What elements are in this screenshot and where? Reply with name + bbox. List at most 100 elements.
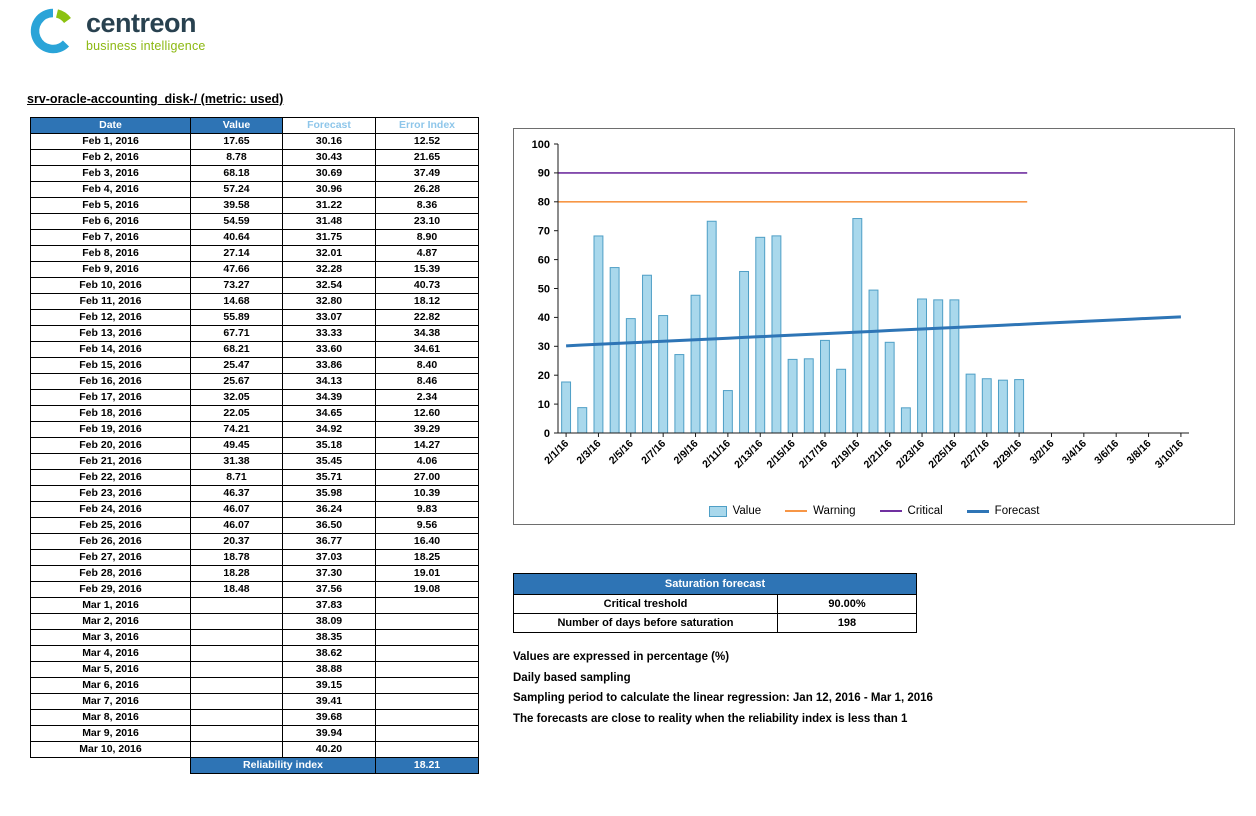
- value-cell: [190, 645, 283, 662]
- error-index-cell: 4.87: [375, 245, 479, 262]
- error-index-cell: 15.39: [375, 261, 479, 278]
- error-index-cell: 18.25: [375, 549, 479, 566]
- svg-text:2/15/16: 2/15/16: [764, 438, 797, 471]
- forecast-cell: 31.75: [282, 229, 376, 246]
- forecast-cell: 30.96: [282, 181, 376, 198]
- value-cell: 57.24: [190, 181, 283, 198]
- legend-item-warning: Warning: [785, 505, 856, 517]
- error-index-cell: 2.34: [375, 389, 479, 406]
- table-row: Feb 9, 2016 47.66 32.28 15.39: [30, 261, 479, 278]
- forecast-cell: 37.56: [282, 581, 376, 598]
- value-cell: 46.07: [190, 517, 283, 534]
- col-header-forecast: Forecast: [282, 117, 376, 134]
- warning-line-icon: [785, 510, 808, 512]
- table-row: Feb 22, 2016 8.71 35.71 27.00: [30, 469, 479, 486]
- value-cell: 40.64: [190, 229, 283, 246]
- centreon-logo: centreon business intelligence: [30, 8, 206, 54]
- table-row: Feb 19, 2016 74.21 34.92 39.29: [30, 421, 479, 438]
- error-index-cell: [375, 661, 479, 678]
- date-cell: Feb 29, 2016: [30, 581, 191, 598]
- error-index-cell: 26.28: [375, 181, 479, 198]
- svg-text:2/3/16: 2/3/16: [574, 438, 603, 467]
- forecast-table: Date Value Forecast Error Index Feb 1, 2…: [30, 117, 479, 774]
- col-header-error-index: Error Index: [375, 117, 479, 134]
- table-header-row: Date Value Forecast Error Index: [30, 117, 479, 134]
- forecast-cell: 38.88: [282, 661, 376, 678]
- error-index-cell: 18.12: [375, 293, 479, 310]
- forecast-cell: 37.30: [282, 565, 376, 582]
- date-cell: Feb 11, 2016: [30, 293, 191, 310]
- error-index-cell: 22.82: [375, 309, 479, 326]
- table-row: Feb 4, 2016 57.24 30.96 26.28: [30, 181, 479, 198]
- error-index-cell: [375, 677, 479, 694]
- error-index-cell: 12.52: [375, 133, 479, 150]
- saturation-forecast-title: Saturation forecast: [513, 573, 917, 595]
- date-cell: Feb 1, 2016: [30, 133, 191, 150]
- error-index-cell: 19.08: [375, 581, 479, 598]
- table-row: Feb 1, 2016 17.65 30.16 12.52: [30, 133, 479, 150]
- value-cell: 67.71: [190, 325, 283, 342]
- table-row: Number of days before saturation 198: [513, 613, 917, 633]
- forecast-cell: 30.69: [282, 165, 376, 182]
- error-index-cell: 27.00: [375, 469, 479, 486]
- error-index-cell: 23.10: [375, 213, 479, 230]
- table-row: Mar 9, 2016 39.94: [30, 725, 479, 742]
- table-row: Feb 15, 2016 25.47 33.86 8.40: [30, 357, 479, 374]
- svg-text:2/19/16: 2/19/16: [829, 438, 862, 471]
- forecast-line-icon: [966, 509, 989, 513]
- note-line: The forecasts are close to reality when …: [513, 712, 908, 725]
- legend-item-value: Value: [708, 505, 761, 517]
- value-cell: 54.59: [190, 213, 283, 230]
- table-row: Feb 23, 2016 46.37 35.98 10.39: [30, 485, 479, 502]
- date-cell: Feb 6, 2016: [30, 213, 191, 230]
- value-cell: 8.78: [190, 149, 283, 166]
- legend-label-critical: Critical: [907, 505, 943, 517]
- date-cell: Feb 24, 2016: [30, 501, 191, 518]
- value-cell: [190, 629, 283, 646]
- value-cell: 31.38: [190, 453, 283, 470]
- table-row: Feb 26, 2016 20.37 36.77 16.40: [30, 533, 479, 550]
- date-cell: Feb 2, 2016: [30, 149, 191, 166]
- forecast-cell: 36.24: [282, 501, 376, 518]
- value-cell: 49.45: [190, 437, 283, 454]
- table-row: Feb 17, 2016 32.05 34.39 2.34: [30, 389, 479, 406]
- forecast-cell: 35.98: [282, 485, 376, 502]
- svg-text:2/9/16: 2/9/16: [672, 438, 701, 467]
- date-cell: Mar 4, 2016: [30, 645, 191, 662]
- forecast-cell: 35.71: [282, 469, 376, 486]
- forecast-cell: 39.68: [282, 709, 376, 726]
- value-cell: [190, 597, 283, 614]
- table-row: Mar 8, 2016 39.68: [30, 709, 479, 726]
- date-cell: Mar 7, 2016: [30, 693, 191, 710]
- chart-canvas: 0 10 20 30 40 50 60 70 80 90 100 2/1/16 2/3/16 2/5/16…: [532, 139, 1189, 471]
- forecast-cell: 33.86: [282, 357, 376, 374]
- value-cell: 68.21: [190, 341, 283, 358]
- table-row: Critical treshold 90.00%: [513, 594, 917, 614]
- forecast-chart: 0 10 20 30 40 50 60 70 80 90 100 2/1/16 2/3/16 2/5/16…: [513, 128, 1235, 525]
- table-row: Feb 14, 2016 68.21 33.60 34.61: [30, 341, 479, 358]
- legend-label-warning: Warning: [813, 505, 856, 517]
- error-index-cell: [375, 693, 479, 710]
- table-row: Feb 6, 2016 54.59 31.48 23.10: [30, 213, 479, 230]
- note-line: Daily based sampling: [513, 671, 631, 684]
- forecast-cell: 37.03: [282, 549, 376, 566]
- date-cell: Feb 16, 2016: [30, 373, 191, 390]
- date-cell: Feb 17, 2016: [30, 389, 191, 406]
- date-cell: Feb 7, 2016: [30, 229, 191, 246]
- chart-legend: Value Warning Critical Forecast: [514, 505, 1234, 517]
- table-row: Feb 2, 2016 8.78 30.43 21.65: [30, 149, 479, 166]
- brand-text: centreon business intelligence: [86, 9, 206, 53]
- svg-text:2/11/16: 2/11/16: [700, 438, 733, 471]
- error-index-cell: 8.90: [375, 229, 479, 246]
- date-cell: Feb 21, 2016: [30, 453, 191, 470]
- table-row: Feb 3, 2016 68.18 30.69 37.49: [30, 165, 479, 182]
- table-row: Feb 18, 2016 22.05 34.65 12.60: [30, 405, 479, 422]
- value-cell: 18.78: [190, 549, 283, 566]
- date-cell: Feb 14, 2016: [30, 341, 191, 358]
- table-row: Feb 8, 2016 27.14 32.01 4.87: [30, 245, 479, 262]
- error-index-cell: 4.06: [375, 453, 479, 470]
- note-line: Values are expressed in percentage (%): [513, 651, 730, 663]
- value-cell: 55.89: [190, 309, 283, 326]
- value-cell: 47.66: [190, 261, 283, 278]
- date-cell: Feb 9, 2016: [30, 261, 191, 278]
